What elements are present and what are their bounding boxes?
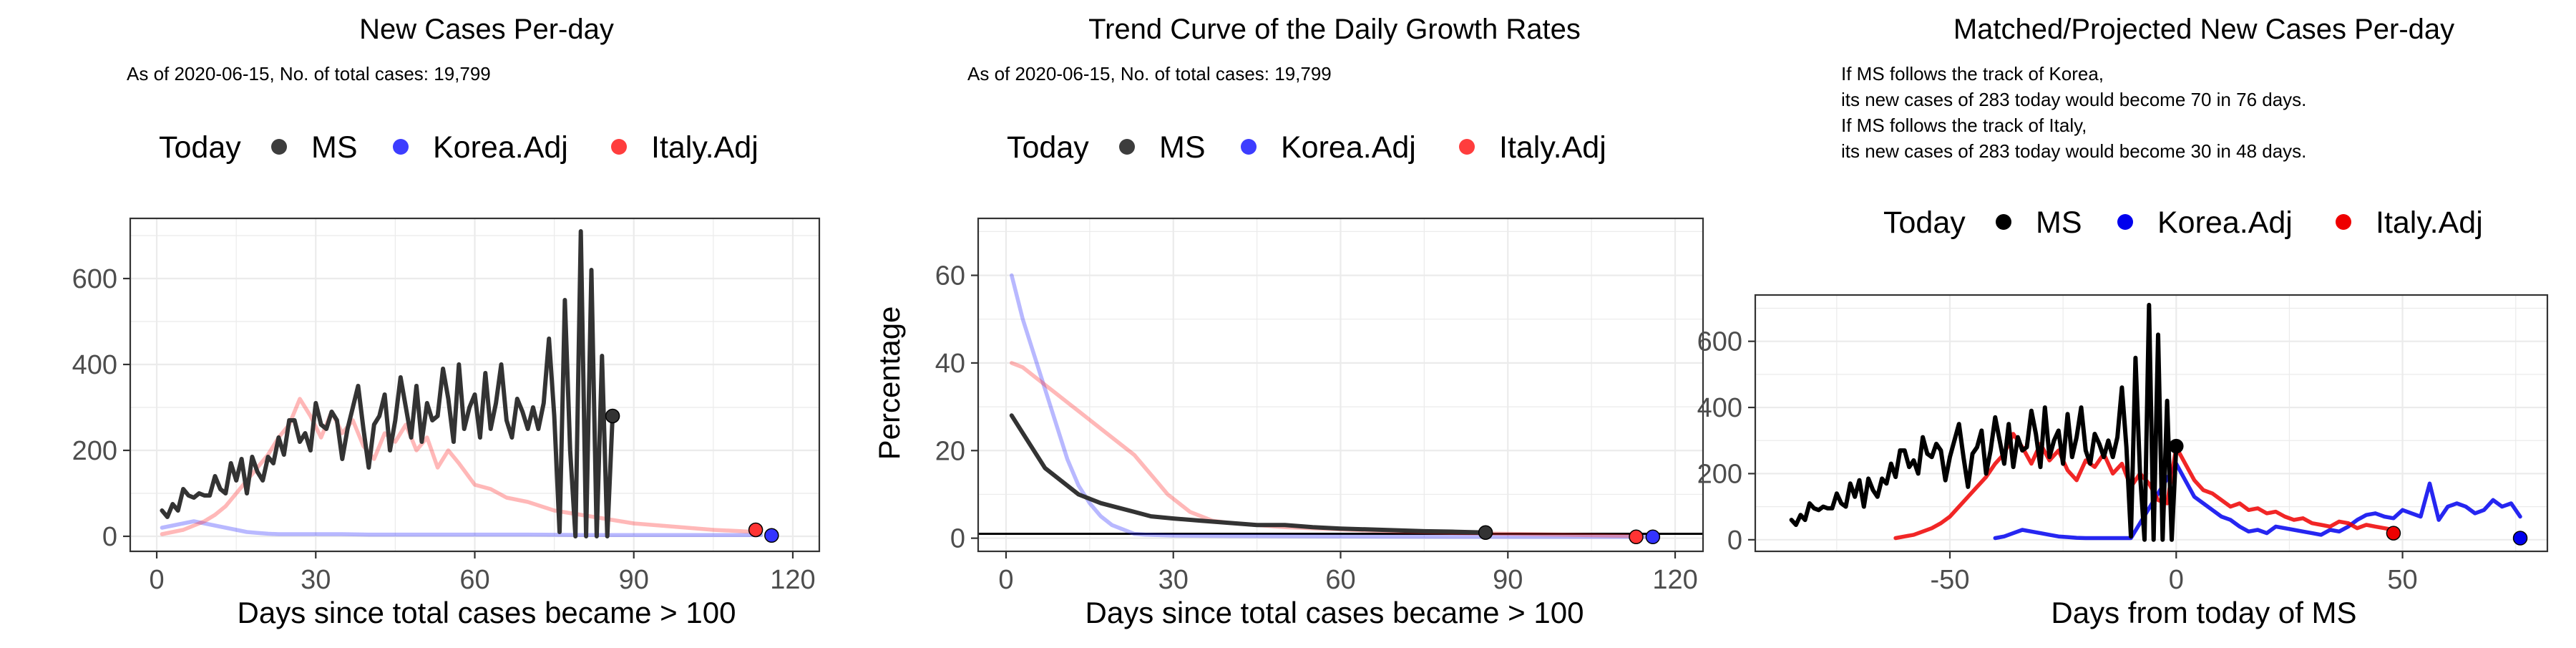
today-point-italy-adj <box>748 522 763 538</box>
series-line-ms <box>160 229 615 538</box>
series-line-korea-adj <box>1010 273 1655 539</box>
plot-area: 0 30 60 90 120 0 200 400 600 <box>72 217 821 595</box>
panel-growth-rates: Trend Curve of the Daily Growth Rates As… <box>872 14 1704 629</box>
plot-area: -50 0 50 0 200 400 600 <box>1697 294 2549 595</box>
legend-swatch-ms <box>271 139 287 155</box>
note-line: If MS follows the track of Korea, <box>1841 63 2104 84</box>
y-tick-label: 600 <box>72 264 117 294</box>
y-tick-label: 60 <box>935 261 965 291</box>
y-tick-label: 600 <box>1697 327 1742 357</box>
series-line-korea-adj <box>1993 461 2522 541</box>
legend-label: Korea.Adj <box>433 130 568 165</box>
legend-label: MS <box>2036 205 2082 240</box>
x-tick-label: 60 <box>459 565 489 595</box>
legend-label: MS <box>1159 130 1206 165</box>
legend-label: Italy.Adj <box>1499 130 1606 165</box>
x-tick-label: 0 <box>2169 565 2184 595</box>
today-point-ms <box>1478 525 1493 540</box>
y-tick-label: 40 <box>935 349 965 379</box>
today-point-ms <box>2169 438 2184 454</box>
legend-swatch-korea-adj <box>1241 139 1257 155</box>
legend: Today MS Korea.Adj Italy.Adj <box>1007 130 1606 165</box>
x-tick-label: 50 <box>2387 565 2417 595</box>
y-tick-label: 20 <box>935 436 965 466</box>
legend-label: MS <box>311 130 358 165</box>
y-tick-label: 400 <box>72 350 117 380</box>
legend-title: Today <box>1007 130 1089 165</box>
y-tick-label: 200 <box>72 436 117 466</box>
x-tick-label: 90 <box>619 565 649 595</box>
x-tick-label: 90 <box>1493 565 1523 595</box>
today-point-italy-adj <box>2386 526 2401 541</box>
legend-swatch-italy-adj <box>1459 139 1475 155</box>
panel-new-cases: New Cases Per-day As of 2020-06-15, No. … <box>72 14 821 629</box>
panel-projected-cases: Matched/Projected New Cases Per-day If M… <box>1697 14 2549 629</box>
legend-swatch-ms <box>1996 214 2011 230</box>
series-line-korea-adj <box>160 519 763 537</box>
x-tick-label: 0 <box>998 565 1013 595</box>
x-axis-label: Days since total cases became > 100 <box>1085 596 1584 629</box>
series-line-ms <box>1789 302 2179 542</box>
legend-label: Italy.Adj <box>651 130 758 165</box>
chart-subtitle: As of 2020-06-15, No. of total cases: 19… <box>127 63 491 84</box>
legend-swatch-italy-adj <box>611 139 627 155</box>
y-tick-label: 0 <box>102 522 117 552</box>
legend-label: Korea.Adj <box>2157 205 2293 240</box>
legend-swatch-ms <box>1119 139 1135 155</box>
chart-title: Matched/Projected New Cases Per-day <box>1953 14 2454 45</box>
x-tick-label: 60 <box>1325 565 1355 595</box>
legend-title: Today <box>1883 205 1966 240</box>
y-axis-label: Percentage <box>872 306 906 460</box>
x-tick-label: 120 <box>1652 565 1697 595</box>
plot-area: 0 30 60 90 120 0 20 40 60 <box>935 217 1704 595</box>
note-line: If MS follows the track of Italy, <box>1841 115 2087 136</box>
x-axis-label: Days since total cases became > 100 <box>238 596 736 629</box>
today-point-italy-adj <box>1629 529 1644 545</box>
today-point-korea-adj <box>2512 531 2528 546</box>
today-point-ms <box>605 408 620 424</box>
y-tick-label: 400 <box>1697 393 1742 423</box>
legend-label: Italy.Adj <box>2376 205 2483 240</box>
legend-swatch-italy-adj <box>2336 214 2351 230</box>
chart-title: New Cases Per-day <box>359 14 614 45</box>
legend-label: Korea.Adj <box>1281 130 1416 165</box>
legend: Today MS Korea.Adj Italy.Adj <box>1883 205 2483 240</box>
panel-border <box>1754 294 2549 553</box>
legend-swatch-korea-adj <box>393 139 409 155</box>
today-point-korea-adj <box>1645 529 1661 545</box>
series-line-italy-adj <box>1010 361 1639 538</box>
note-line: its new cases of 283 today would become … <box>1841 89 2306 110</box>
x-tick-label: 120 <box>770 565 815 595</box>
legend: Today MS Korea.Adj Italy.Adj <box>159 130 758 165</box>
legend-swatch-korea-adj <box>2117 214 2133 230</box>
y-tick-label: 200 <box>1697 459 1742 489</box>
legend-title: Today <box>159 130 241 165</box>
note-line: its new cases of 283 today would become … <box>1841 140 2306 162</box>
x-tick-label: 30 <box>301 565 331 595</box>
projection-notes: If MS follows the track of Korea, its ne… <box>1841 63 2306 162</box>
x-tick-label: 30 <box>1158 565 1189 595</box>
series-line-ms <box>1009 413 1488 535</box>
x-axis-label: Days from today of MS <box>2051 596 2356 629</box>
today-point-korea-adj <box>764 528 779 543</box>
x-tick-label: 0 <box>149 565 164 595</box>
x-tick-label: -50 <box>1931 565 1970 595</box>
chart-subtitle: As of 2020-06-15, No. of total cases: 19… <box>967 63 1332 84</box>
chart-title: Trend Curve of the Daily Growth Rates <box>1088 14 1581 45</box>
y-tick-label: 0 <box>950 524 965 554</box>
y-tick-label: 0 <box>1727 526 1742 556</box>
